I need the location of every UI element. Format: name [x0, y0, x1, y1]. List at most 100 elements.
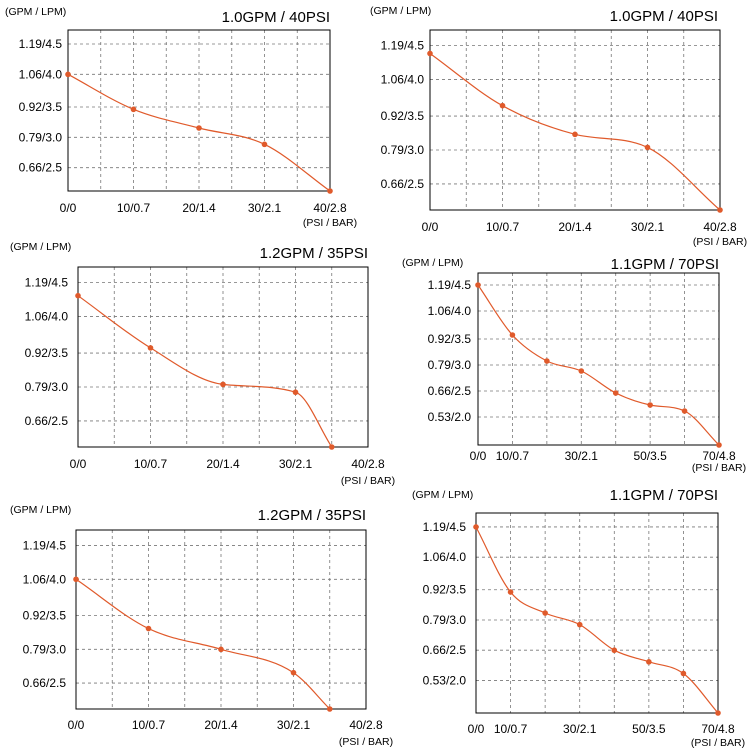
y-tick-label: 0.92/3.5	[381, 109, 425, 123]
x-tick-label: 30/2.1	[277, 718, 311, 732]
data-point	[611, 647, 618, 654]
y-tick-label: 0.92/3.5	[19, 100, 63, 114]
plot-frame	[75, 529, 367, 710]
chart-title: 1.0GPM / 40PSI	[610, 8, 718, 25]
y-tick-label: 1.06/4.0	[381, 73, 425, 87]
data-point	[715, 710, 721, 716]
x-tick-label: 30/2.1	[565, 449, 599, 463]
data-point	[473, 524, 479, 530]
data-point	[65, 71, 71, 78]
data-point	[716, 442, 722, 448]
y-tick-label: 0.92/3.5	[23, 609, 67, 623]
data-point	[646, 659, 652, 665]
x-tick-label: 0/0	[468, 722, 485, 736]
x-tick-label: 50/3.5	[633, 449, 667, 463]
data-point	[292, 389, 299, 396]
x-tick-label: 50/3.5	[632, 722, 666, 736]
data-point	[145, 625, 152, 632]
y-tick-label: 0.92/3.5	[428, 332, 472, 346]
y-unit-label: (GPM / LPM)	[370, 5, 431, 17]
chart-title: 1.1GPM / 70PSI	[611, 256, 719, 273]
flow-curve	[77, 295, 333, 448]
y-unit-label: (GPM / LPM)	[10, 504, 71, 516]
x-tick-label: 40/2.8	[703, 220, 737, 234]
data-point	[680, 670, 687, 677]
x-tick-label: 70/4.8	[701, 722, 735, 736]
x-unit-label: (PSI / BAR)	[691, 737, 745, 749]
y-tick-label: 0.66/2.5	[428, 384, 472, 398]
flow-curve	[75, 578, 331, 710]
data-point	[196, 125, 202, 131]
x-unit-label: (PSI / BAR)	[341, 475, 395, 487]
x-tick-label: 30/2.1	[631, 220, 665, 234]
y-tick-label: 1.19/4.5	[19, 37, 63, 51]
y-tick-label: 0.79/3.0	[423, 613, 467, 627]
x-tick-label: 20/1.4	[558, 220, 592, 234]
x-tick-label: 30/2.1	[279, 457, 313, 471]
y-tick-label: 0.79/3.0	[381, 143, 425, 157]
data-point	[147, 345, 154, 351]
y-unit-label: (GPM / LPM)	[5, 6, 66, 18]
y-tick-label: 1.06/4.0	[428, 304, 472, 318]
data-point	[75, 292, 81, 299]
y-tick-label: 0.66/2.5	[25, 414, 69, 428]
y-tick-label: 0.92/3.5	[423, 583, 467, 597]
y-tick-label: 0.53/2.0	[423, 673, 467, 687]
x-tick-label: 10/0.7	[117, 201, 151, 215]
y-tick-label: 0.66/2.5	[23, 676, 67, 690]
y-unit-label: (GPM / LPM)	[10, 241, 71, 253]
x-unit-label: (PSI / BAR)	[303, 217, 357, 229]
data-point	[717, 207, 723, 213]
x-tick-label: 0/0	[422, 220, 439, 234]
data-point	[427, 50, 433, 57]
data-point	[576, 621, 583, 628]
y-tick-label: 1.06/4.0	[423, 550, 467, 564]
x-tick-label: 10/0.7	[496, 449, 530, 463]
chart-title: 1.0GPM / 40PSI	[222, 9, 330, 26]
x-tick-label: 10/0.7	[132, 718, 166, 732]
chart-title: 1.2GPM / 35PSI	[258, 507, 366, 524]
plot-frame	[429, 29, 721, 211]
y-tick-label: 1.19/4.5	[428, 278, 472, 292]
data-point	[507, 589, 514, 595]
x-tick-label: 20/1.4	[206, 457, 240, 471]
data-point	[326, 706, 333, 712]
chart-title: 1.2GPM / 35PSI	[260, 245, 368, 262]
data-point	[509, 332, 516, 338]
y-tick-label: 0.53/2.0	[428, 410, 472, 424]
data-point	[681, 408, 688, 414]
data-point	[499, 102, 506, 109]
data-point	[290, 669, 297, 676]
chart-panel-1: 1.19/4.5 1.06/4.0 0.92/3.5 0.79/3.0 0.66/2.5…	[5, 6, 357, 229]
chart-panel-2: 1.19/4.5 1.06/4.0 0.92/3.5 0.79/3.0 0.66/2.5…	[370, 5, 747, 248]
y-tick-label: 0.79/3.0	[19, 130, 63, 144]
data-point	[328, 444, 335, 450]
x-tick-label: 40/2.8	[351, 457, 385, 471]
x-tick-label: 70/4.8	[702, 449, 736, 463]
y-tick-label: 1.19/4.5	[25, 276, 69, 290]
x-tick-label: 0/0	[68, 718, 85, 732]
plot-frame	[475, 512, 719, 714]
x-tick-label: 30/2.1	[248, 201, 282, 215]
y-tick-label: 1.06/4.0	[23, 572, 67, 586]
data-point	[647, 402, 653, 408]
data-point	[544, 358, 550, 364]
chart-panel-5: 1.19/4.5 1.06/4.0 0.92/3.5 0.79/3.0 0.66/2.5…	[10, 504, 393, 748]
x-tick-label: 0/0	[60, 201, 77, 215]
x-tick-label: 0/0	[70, 457, 87, 471]
data-point	[542, 610, 548, 616]
y-tick-label: 1.19/4.5	[23, 539, 67, 553]
y-tick-label: 0.66/2.5	[19, 161, 63, 175]
y-tick-label: 0.79/3.0	[25, 380, 69, 394]
x-unit-label: (PSI / BAR)	[692, 462, 746, 474]
data-point	[261, 141, 268, 148]
y-tick-label: 0.79/3.0	[23, 642, 67, 656]
plot-frame	[77, 266, 369, 448]
y-tick-label: 1.19/4.5	[381, 39, 425, 53]
data-point	[130, 106, 137, 113]
chart-panel-6: 1.19/4.5 1.06/4.0 0.92/3.5 0.79/3.0 0.66/2.5…	[412, 487, 745, 749]
y-tick-label: 1.19/4.5	[423, 520, 467, 534]
x-tick-label: 20/1.4	[204, 718, 238, 732]
x-tick-label: 20/1.4	[182, 201, 216, 215]
